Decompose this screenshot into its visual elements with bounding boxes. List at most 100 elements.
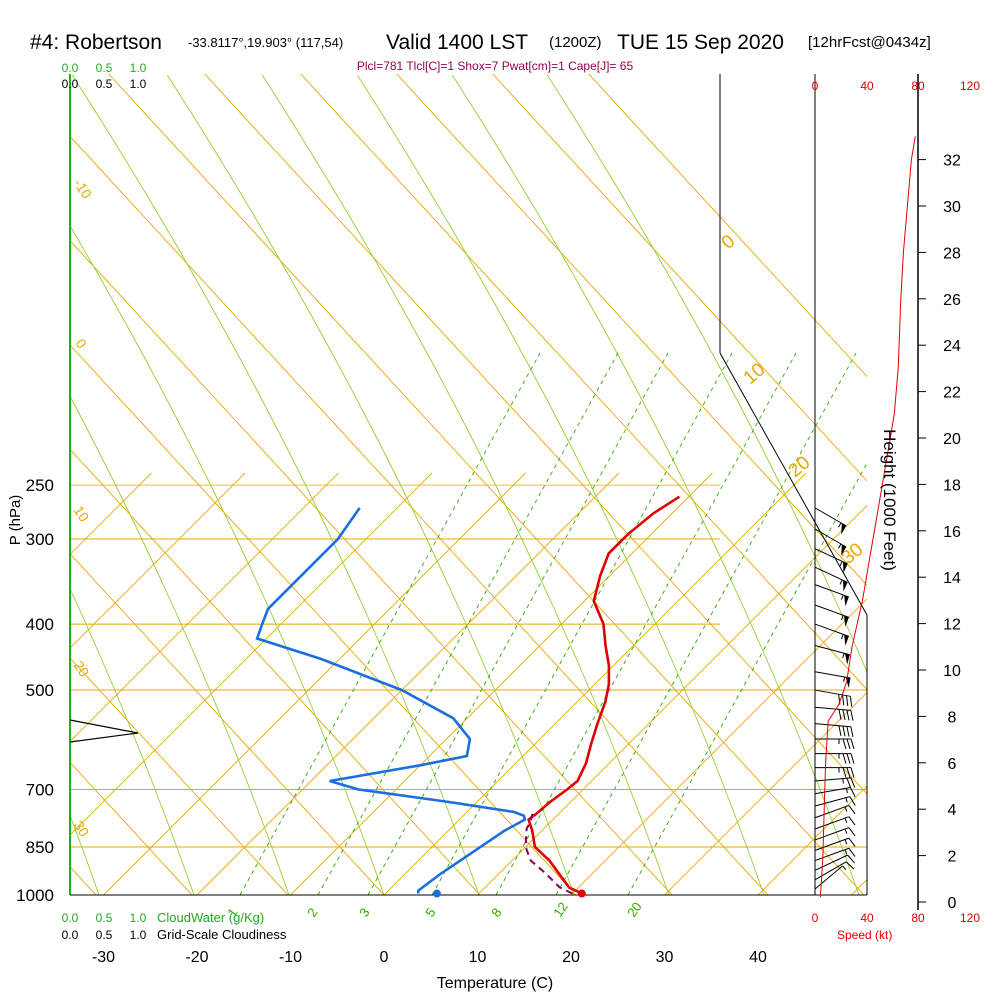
pressure-tick-label: 250 — [26, 476, 54, 495]
wind-barb — [815, 738, 855, 750]
dewpoint-line — [255, 507, 527, 894]
wind-barb-staff — [814, 865, 843, 890]
height-tick-label: 22 — [943, 385, 961, 402]
wind-barb — [814, 786, 856, 798]
pressure-tick-label: 300 — [26, 530, 54, 549]
wind-barb-half — [844, 849, 848, 855]
moist-adiabat — [546, 74, 867, 674]
wind-barb-half — [842, 653, 845, 659]
wind-barb-full — [842, 694, 845, 706]
mixing-ratio-label: 20 — [624, 899, 645, 919]
wind-barb-staff — [814, 671, 851, 679]
pressure-tick-label: 700 — [26, 781, 54, 800]
mixing-ratio-label: 3 — [356, 905, 372, 920]
cloud-tick-top: 1.0 — [130, 77, 147, 91]
wind-barb-staff — [814, 604, 849, 618]
wind-barb-full — [842, 709, 846, 721]
height-tick-label: 18 — [943, 477, 961, 494]
plot-right-edge — [719, 352, 868, 895]
wind-barb-staff — [814, 723, 851, 728]
x-tick-label: 10 — [469, 949, 487, 966]
wind-barb — [815, 767, 855, 778]
wind-barb-flag — [844, 595, 849, 607]
wind-barb — [814, 827, 856, 841]
title-utc: (1200Z) — [549, 34, 602, 51]
isotherm — [383, 472, 807, 895]
cloud-tick-top-green: 1.0 — [130, 61, 147, 75]
wind-barb-full — [850, 787, 856, 798]
speed-tick-bottom: 40 — [860, 911, 874, 925]
wind-barb-staff — [814, 566, 848, 583]
wind-barb-flag — [844, 615, 849, 627]
pressure-tick-labels: 250 300 400 500 700 850 1000 — [16, 476, 54, 905]
wind-barb-half — [844, 839, 848, 845]
x-tick-label: 40 — [749, 949, 767, 966]
mixing-ratio-label: 8 — [488, 905, 504, 920]
isotherm — [289, 472, 713, 895]
dry-adiabat — [492, 74, 867, 482]
speed-axis-label: Speed (kt) — [837, 928, 892, 942]
wind-barb-full — [848, 847, 856, 857]
dry-adiabat — [70, 239, 673, 895]
moist-adiabat — [451, 74, 860, 895]
wind-barb — [814, 566, 848, 592]
height-axis-label: Height (1000 Feet) — [880, 429, 899, 571]
wind-barb-full — [850, 710, 854, 721]
height-tick-label: 28 — [943, 245, 961, 262]
cloudiness-label: Grid-Scale Cloudiness — [157, 927, 287, 942]
cloudiness-profile — [69, 719, 139, 743]
cloud-tick-labels: 0.0 0.5 1.0 0.0 0.5 1.0 0.0 0.5 1.0 0.0 0.5 1.0 — [62, 61, 147, 942]
title-date: TUE 15 Sep 2020 — [617, 31, 784, 54]
wind-barb-flag — [841, 544, 847, 556]
mixing-ratio-labels: 1 2 3 5 8 12 20 — [224, 899, 645, 919]
wind-barb-half — [843, 676, 846, 682]
parcel-line — [524, 813, 573, 895]
wind-barb-half — [844, 828, 848, 834]
moist-adiabat — [70, 224, 385, 895]
wind-barb-half — [839, 579, 843, 585]
wind-barb-full — [850, 738, 855, 750]
wind-barb-half — [841, 615, 844, 621]
wind-barb-staff — [814, 816, 849, 830]
moist-adiabat — [261, 74, 670, 895]
dry-adiabat — [300, 74, 867, 691]
height-tick-label: 32 — [943, 153, 961, 170]
wind-barb — [814, 584, 849, 607]
wind-barb-full — [838, 725, 842, 736]
wind-speed-profile — [819, 136, 916, 898]
speed-tick-bottom: 120 — [960, 911, 980, 925]
title-forecast: [12hrFcst@0434z] — [808, 34, 931, 51]
wind-barb-staff — [814, 854, 848, 871]
title: #4: Robertson -33.8117°,19.903° (117,54)… — [30, 31, 931, 73]
wind-barb — [814, 623, 849, 646]
dry-adiabat-label: 20 — [785, 452, 815, 482]
wind-barb-full — [850, 726, 854, 738]
height-tick-label: 20 — [943, 431, 961, 448]
wind-barb-half — [844, 806, 848, 812]
height-tick-label: 4 — [948, 802, 957, 819]
wind-barb-flag — [844, 634, 849, 646]
moist-adiabat — [166, 74, 575, 895]
wind-barb-full — [848, 827, 856, 837]
height-tick-label: 16 — [943, 524, 961, 541]
wind-barb-half — [846, 788, 848, 794]
height-tick-label: 14 — [943, 570, 961, 587]
dry-adiabat-label: 0 — [73, 336, 91, 352]
mixing-ratio-label: 12 — [550, 899, 571, 919]
wind-barb-full — [849, 796, 856, 806]
cloud-tick-bottom-green: 0.5 — [96, 911, 113, 925]
mixing-ratio-label: 5 — [422, 905, 438, 920]
wind-barb-full — [838, 709, 842, 720]
height-tick-label: 12 — [943, 617, 961, 634]
x-tick-label: 30 — [656, 949, 674, 966]
height-tick-label: 6 — [948, 756, 957, 773]
dry-adiabat — [396, 74, 867, 586]
wind-barb-full — [846, 753, 851, 764]
x-tick-label: -20 — [185, 949, 208, 966]
mixing-ratio-lines — [0, 74, 867, 895]
wind-barb-staff — [814, 796, 850, 807]
wind-barb-staff — [814, 861, 847, 881]
moist-adiabat — [0, 75, 4, 895]
